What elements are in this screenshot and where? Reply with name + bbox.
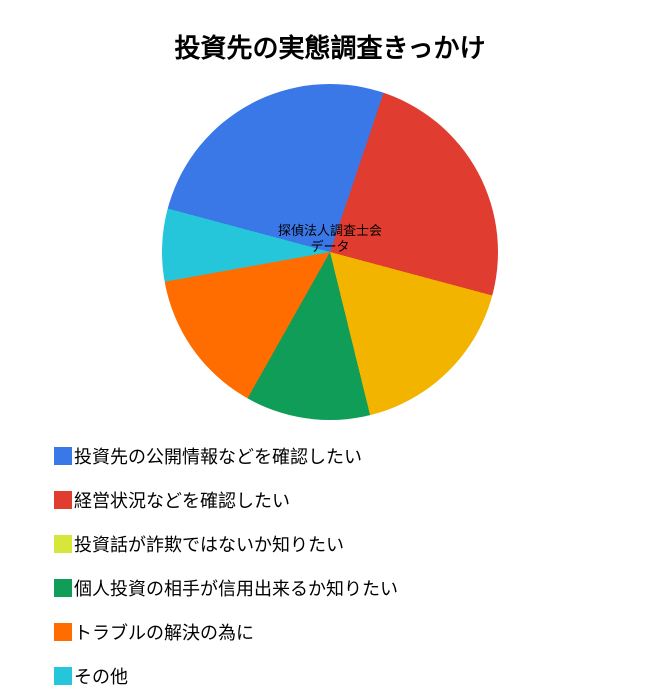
- chart-container: 投資先の実態調査きっかけ 探偵法人調査士会 データ 投資先の公開情報などを確認し…: [0, 0, 660, 660]
- legend-label: その他: [74, 663, 128, 689]
- pie-chart: 探偵法人調査士会 データ: [162, 84, 498, 420]
- legend-label: トラブルの解決の為に: [74, 619, 254, 645]
- legend-swatch: [54, 447, 72, 465]
- legend-swatch: [54, 667, 72, 685]
- legend-label: 投資話が詐欺ではないか知りたい: [74, 531, 344, 557]
- legend-label: 経営状況などを確認したい: [74, 487, 290, 513]
- pie-wrap: 探偵法人調査士会 データ: [0, 84, 660, 425]
- legend-swatch: [54, 579, 72, 597]
- legend-item: 投資話が詐欺ではないか知りたい: [54, 528, 398, 559]
- legend-item: 個人投資の相手が信用出来るか知りたい: [54, 572, 398, 603]
- legend-item: 投資先の公開情報などを確認したい: [54, 440, 398, 471]
- legend-label: 投資先の公開情報などを確認したい: [74, 443, 362, 469]
- legend: 投資先の公開情報などを確認したい経営状況などを確認したい投資話が詐欺ではないか知…: [54, 440, 398, 691]
- legend-swatch: [54, 535, 72, 553]
- legend-swatch: [54, 623, 72, 641]
- chart-title: 投資先の実態調査きっかけ: [0, 28, 660, 65]
- pie-center-label: 探偵法人調査士会 データ: [278, 222, 382, 255]
- legend-swatch: [54, 491, 72, 509]
- legend-item: その他: [54, 660, 398, 691]
- legend-item: 経営状況などを確認したい: [54, 484, 398, 515]
- legend-label: 個人投資の相手が信用出来るか知りたい: [74, 575, 398, 601]
- legend-item: トラブルの解決の為に: [54, 616, 398, 647]
